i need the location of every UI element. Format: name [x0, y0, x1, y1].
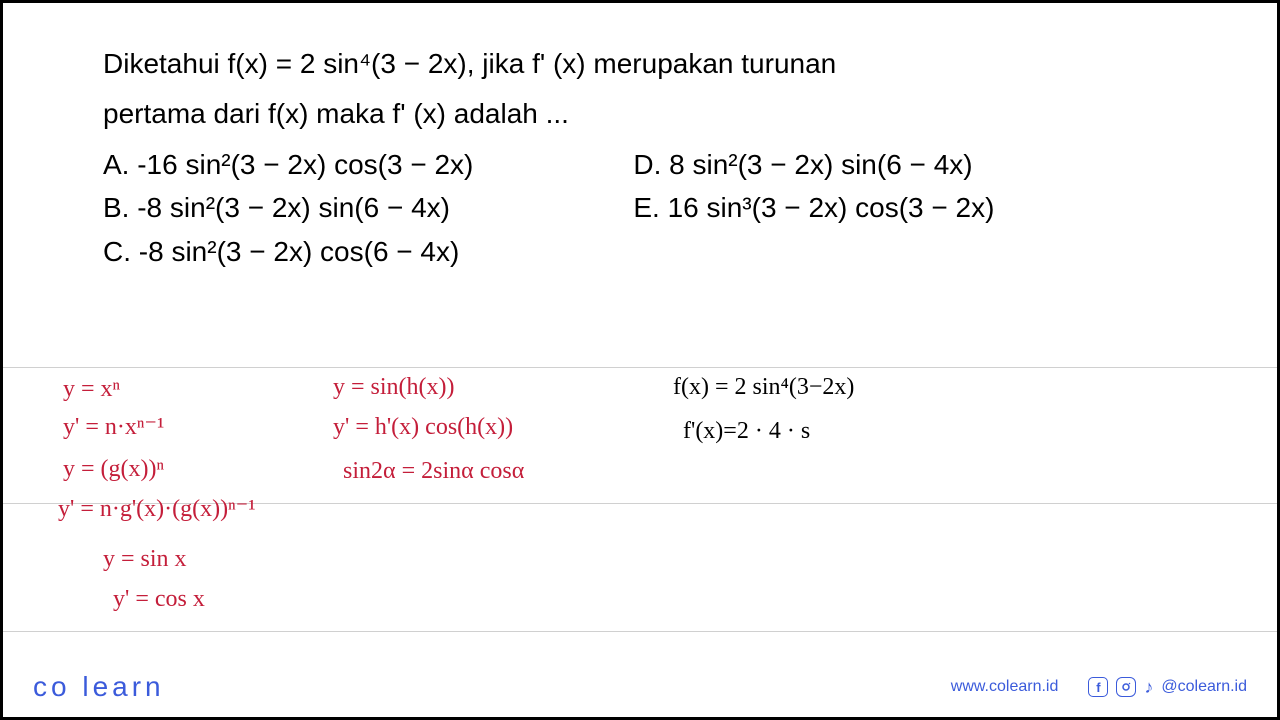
option-a: A. -16 sin²(3 − 2x) cos(3 − 2x) — [103, 143, 473, 186]
option-b: B. -8 sin²(3 − 2x) sin(6 − 4x) — [103, 186, 473, 229]
note-sin-rule-1: y = sin x — [103, 543, 187, 577]
tiktok-icon: ♪ — [1144, 677, 1153, 698]
note-sin-chain-1: y = sin(h(x)) — [333, 371, 455, 405]
question-line-2: pertama dari f(x) maka f' (x) adalah ... — [103, 93, 1177, 135]
note-sin-rule-2: y' = cos x — [113, 583, 205, 617]
note-sin-chain-2: y' = h'(x) cos(h(x)) — [333, 411, 513, 445]
options-block: A. -16 sin²(3 − 2x) cos(3 − 2x) B. -8 si… — [103, 143, 1177, 273]
facebook-icon: f — [1088, 677, 1108, 697]
footer-url: www.colearn.id — [951, 678, 1059, 696]
social-icons: f ♪ @colearn.id — [1088, 677, 1247, 698]
question-line-1: Diketahui f(x) = 2 sin⁴(3 − 2x), jika f'… — [103, 43, 1177, 85]
note-power-rule-2: y' = n·xⁿ⁻¹ — [63, 411, 164, 445]
note-power-rule-1: y = xⁿ — [63, 373, 120, 407]
option-d: D. 8 sin²(3 − 2x) sin(6 − 4x) — [633, 143, 994, 186]
ruled-line — [3, 367, 1277, 368]
ruled-line — [3, 631, 1277, 632]
note-fx: f(x) = 2 sin⁴(3−2x) — [673, 371, 854, 405]
note-fprime: f'(x)=2 · 4 · s — [683, 415, 810, 449]
option-c: C. -8 sin²(3 − 2x) cos(6 − 4x) — [103, 230, 473, 273]
note-chain-rule-2: y' = n·g'(x)·(g(x))ⁿ⁻¹ — [58, 493, 256, 527]
instagram-icon — [1116, 677, 1136, 697]
colearn-logo: co learn — [33, 671, 165, 703]
note-double-angle: sin2α = 2sinα cosα — [343, 455, 524, 489]
option-e: E. 16 sin³(3 − 2x) cos(3 − 2x) — [633, 186, 994, 229]
note-chain-rule-1: y = (g(x))ⁿ — [63, 453, 164, 487]
social-handle: @colearn.id — [1161, 678, 1247, 696]
footer: co learn www.colearn.id f ♪ @colearn.id — [3, 671, 1277, 703]
